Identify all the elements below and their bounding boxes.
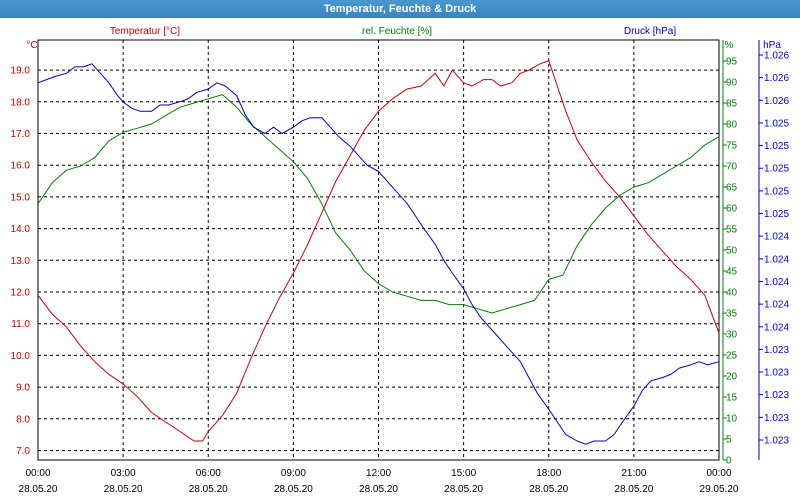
humidity-tick-label: 45 (726, 267, 738, 278)
humidity-tick-label: 0 (726, 456, 732, 467)
pressure-tick-label: 1.026 (764, 51, 789, 62)
humidity-tick-label: 5 (726, 435, 732, 446)
chart-title-bar: Temperatur, Feuchte & Druck (0, 0, 800, 18)
temperature-series-line (37, 60, 720, 442)
humidity-tick-label: 35 (726, 309, 738, 320)
pressure-tick-label: 1.025 (764, 186, 789, 197)
pressure-tick-label: 1.024 (764, 322, 789, 333)
x-tick-time: 00:00 (706, 468, 731, 479)
humidity-unit-label: % (725, 40, 734, 51)
humidity-tick-label: 55 (726, 225, 738, 236)
humidity-tick-label: 25 (726, 351, 738, 362)
pressure-tick-label: 1.023 (764, 345, 789, 356)
x-tick-date: 28.05.20 (359, 484, 398, 495)
humidity-tick-label: 20 (726, 372, 738, 383)
humidity-tick-label: 95 (726, 57, 738, 68)
humidity-tick-label: 10 (726, 414, 738, 425)
temperature-tick-label: 16.0 (11, 161, 31, 172)
x-tick-date: 28.05.20 (19, 484, 58, 495)
x-tick-time: 18:00 (536, 468, 561, 479)
temperature-tick-label: 10.0 (11, 351, 31, 362)
pressure-axis-label: Druck [hPa] (624, 26, 676, 37)
temperature-tick-label: 19.0 (11, 66, 31, 77)
pressure-tick-label: 1.025 (764, 118, 789, 129)
temperature-tick-label: 17.0 (11, 129, 31, 140)
x-tick-date: 28.05.20 (614, 484, 653, 495)
humidity-tick-label: 40 (726, 288, 738, 299)
x-tick-time: 03:00 (111, 468, 136, 479)
pressure-tick-label: 1.025 (764, 164, 789, 175)
temperature-tick-label: 13.0 (11, 256, 31, 267)
x-tick-date: 28.05.20 (104, 484, 143, 495)
pressure-unit-label: hPa (763, 40, 781, 51)
humidity-tick-label: 30 (726, 330, 738, 341)
x-tick-time: 09:00 (281, 468, 306, 479)
temperature-tick-label: 11.0 (11, 319, 30, 330)
pressure-tick-label: 1.023 (764, 413, 789, 424)
humidity-tick-label: 75 (726, 141, 738, 152)
temperature-tick-label: 7.0 (16, 446, 30, 457)
humidity-series-line (37, 94, 720, 314)
pressure-tick-label: 1.026 (764, 96, 789, 107)
pressure-series-line (37, 63, 720, 445)
pressure-tick-label: 1.026 (764, 73, 789, 84)
humidity-tick-label: 80 (726, 120, 738, 131)
pressure-tick-label: 1.023 (764, 390, 789, 401)
pressure-tick-label: 1.025 (764, 141, 789, 152)
humidity-tick-label: 60 (726, 204, 738, 215)
temperature-tick-label: 18.0 (11, 97, 31, 108)
humidity-tick-label: 70 (726, 162, 738, 173)
humidity-tick-label: 85 (726, 99, 738, 110)
humidity-tick-label: 50 (726, 246, 738, 257)
x-tick-date: 28.05.20 (274, 484, 313, 495)
pressure-tick-label: 1.024 (764, 300, 789, 311)
x-tick-time: 21:00 (621, 468, 646, 479)
x-tick-time: 15:00 (451, 468, 476, 479)
x-tick-date: 28.05.20 (444, 484, 483, 495)
x-tick-time: 12:00 (366, 468, 391, 479)
chart-plot: 7.0 8.0 9.0 10.0 11.0 12.0 13.0 14.0 15.0 16.0 17.… (11, 26, 790, 495)
x-tick-time: 00:00 (25, 468, 50, 479)
humidity-tick-label: 65 (726, 183, 738, 194)
temperature-axis-label: Temperatur [°C] (110, 26, 180, 37)
pressure-tick-label: 1.023 (764, 368, 789, 379)
humidity-axis-label: rel. Feuchte [%] (362, 26, 432, 37)
temperature-tick-label: 12.0 (11, 288, 31, 299)
humidity-tick-label: 15 (726, 393, 738, 404)
temperature-tick-label: 14.0 (11, 224, 31, 235)
pressure-tick-label: 1.023 (764, 436, 789, 447)
pressure-tick-label: 1.025 (764, 209, 789, 220)
temperature-tick-label: 9.0 (16, 383, 30, 394)
x-tick-date: 28.05.20 (189, 484, 228, 495)
chart-title: Temperatur, Feuchte & Druck (323, 3, 477, 15)
temperature-unit-label: °C (26, 40, 37, 51)
temperature-tick-label: 15.0 (11, 192, 31, 203)
x-tick-date: 29.05.20 (700, 484, 739, 495)
humidity-tick-label: 90 (726, 78, 738, 89)
x-tick-date: 28.05.20 (529, 484, 568, 495)
x-tick-time: 06:00 (196, 468, 221, 479)
temperature-tick-label: 8.0 (16, 414, 30, 425)
pressure-tick-label: 1.024 (764, 254, 789, 265)
pressure-tick-label: 1.024 (764, 277, 789, 288)
pressure-tick-label: 1.024 (764, 232, 789, 243)
